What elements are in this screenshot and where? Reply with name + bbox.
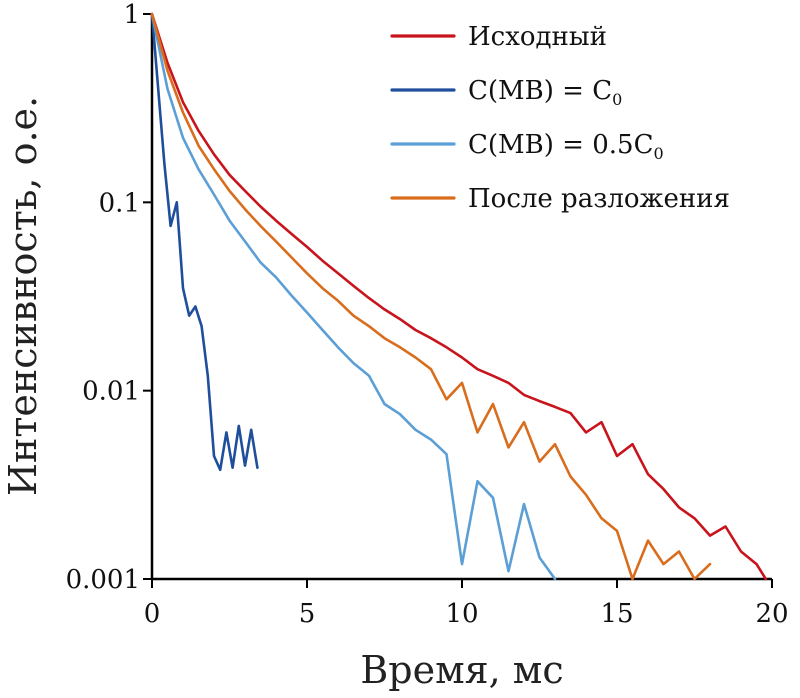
series-lines <box>150 12 768 581</box>
y-tick-label: 0.1 <box>99 188 140 218</box>
x-tick-label: 5 <box>299 599 316 629</box>
series-line-2 <box>150 12 557 581</box>
y-tick-label: 0.01 <box>82 377 140 407</box>
y-tick-label: 1 <box>123 0 140 30</box>
x-tick-label: 20 <box>755 599 788 629</box>
legend-label-0: Исходный <box>468 22 607 52</box>
x-tick-label: 15 <box>600 599 633 629</box>
x-axis-title: Время, мс <box>360 648 563 692</box>
axes <box>150 14 772 581</box>
x-tick-label: 0 <box>144 599 161 629</box>
series-line-0 <box>150 12 768 581</box>
legend-label-1: C(MB) = C0 <box>468 76 622 109</box>
legend-label-text: C(MB) = 0.5C <box>468 130 653 160</box>
y-tick-label: 0.001 <box>66 565 140 595</box>
legend-label-text: C(MB) = C <box>468 76 612 106</box>
legend-label-text: Исходный <box>468 22 607 52</box>
y-axis-title: Интенсивность, о.е. <box>1 96 45 496</box>
legend-label-2: C(MB) = 0.5C0 <box>468 130 664 163</box>
x-tick-label: 10 <box>445 599 478 629</box>
legend-label-subscript: 0 <box>653 144 663 163</box>
legend-label-3: После разложения <box>468 184 730 214</box>
series-line-1 <box>150 12 259 472</box>
ticks: 0 5 10 15 20 0.001 0.01 0.1 1 <box>66 0 789 629</box>
series-line-3 <box>150 12 712 581</box>
legend-label-subscript: 0 <box>612 90 622 109</box>
legend-label-text: После разложения <box>468 184 730 214</box>
